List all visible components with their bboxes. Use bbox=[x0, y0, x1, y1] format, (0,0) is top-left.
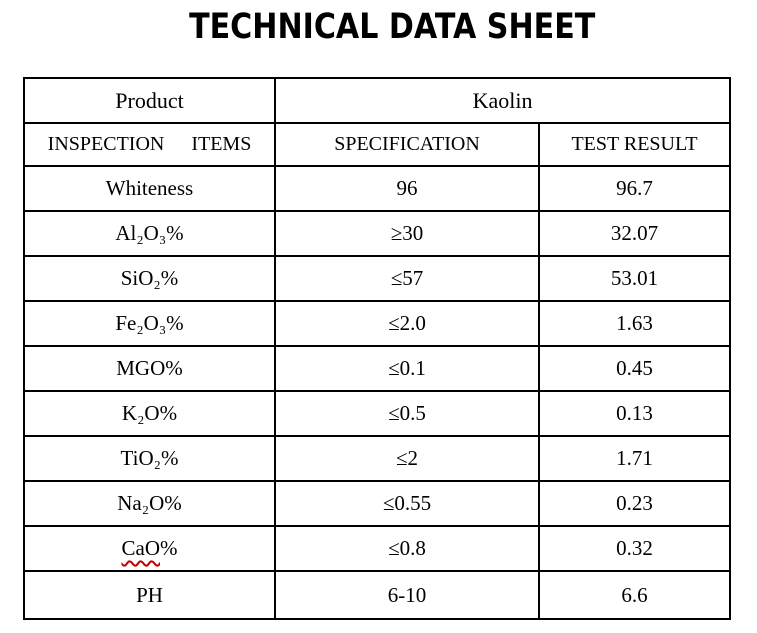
product-value-cell: Kaolin bbox=[273, 77, 732, 124]
item-cell: SiO₂% bbox=[23, 255, 276, 302]
datasheet-table: Product Kaolin INSPECTION ITEMS SPECIFIC… bbox=[23, 77, 732, 620]
table-row-al2o3: Al₂O₃% ≥30 32.07 bbox=[23, 210, 732, 257]
result-cell: 0.32 bbox=[537, 525, 732, 572]
result-cell: 0.23 bbox=[537, 480, 732, 527]
item-cell: CaO% bbox=[23, 525, 276, 572]
table-row-sio2: SiO₂% ≤57 53.01 bbox=[23, 255, 732, 302]
spec-cell: ≤2 bbox=[274, 435, 540, 482]
result-cell: 0.45 bbox=[537, 345, 732, 392]
result-cell: 1.63 bbox=[537, 300, 732, 347]
spec-cell: ≤0.5 bbox=[274, 390, 540, 437]
item-cell: Al₂O₃% bbox=[23, 210, 276, 257]
table-row-whiteness: Whiteness 96 96.7 bbox=[23, 165, 732, 212]
item-cell: PH bbox=[23, 570, 276, 620]
table-row-mgo: MGO% ≤0.1 0.45 bbox=[23, 345, 732, 392]
result-cell: 6.6 bbox=[537, 570, 732, 620]
product-label-cell: Product bbox=[23, 77, 276, 124]
header-row: INSPECTION ITEMS SPECIFICATION TEST RESU… bbox=[23, 122, 732, 167]
table-row-cao: CaO% ≤0.8 0.32 bbox=[23, 525, 732, 572]
test-result-header: TEST RESULT bbox=[537, 122, 732, 167]
item-cell: K₂O% bbox=[23, 390, 276, 437]
spec-cell: 96 bbox=[274, 165, 540, 212]
table-row-k2o: K₂O% ≤0.5 0.13 bbox=[23, 390, 732, 437]
result-cell: 0.13 bbox=[537, 390, 732, 437]
spec-cell: ≤2.0 bbox=[274, 300, 540, 347]
item-cell: MGO% bbox=[23, 345, 276, 392]
spec-cell: ≤0.8 bbox=[274, 525, 540, 572]
table-row-ph: PH 6-10 6.6 bbox=[23, 570, 732, 620]
spec-cell: 6-10 bbox=[274, 570, 540, 620]
item-cell: Na₂O% bbox=[23, 480, 276, 527]
product-row: Product Kaolin bbox=[23, 77, 732, 124]
spec-cell: ≤57 bbox=[274, 255, 540, 302]
item-cell: Whiteness bbox=[23, 165, 276, 212]
table-row-na2o: Na₂O% ≤0.55 0.23 bbox=[23, 480, 732, 527]
result-cell: 53.01 bbox=[537, 255, 732, 302]
specification-header: SPECIFICATION bbox=[274, 122, 540, 167]
item-cell: TiO₂% bbox=[23, 435, 276, 482]
inspection-items-header: INSPECTION ITEMS bbox=[23, 122, 276, 167]
result-cell: 96.7 bbox=[537, 165, 732, 212]
misspelled-text: CaO bbox=[121, 536, 161, 560]
page-title: TECHNICAL DATA SHEET bbox=[189, 7, 596, 47]
result-cell: 1.71 bbox=[537, 435, 732, 482]
spec-cell: ≤0.1 bbox=[274, 345, 540, 392]
title-bar: TECHNICAL DATA SHEET bbox=[0, 0, 757, 47]
spec-cell: ≤0.55 bbox=[274, 480, 540, 527]
table-row-tio2: TiO₂% ≤2 1.71 bbox=[23, 435, 732, 482]
result-cell: 32.07 bbox=[537, 210, 732, 257]
table-row-fe2o3: Fe₂O₃% ≤2.0 1.63 bbox=[23, 300, 732, 347]
item-cell-suffix: % bbox=[160, 536, 178, 560]
item-cell: Fe₂O₃% bbox=[23, 300, 276, 347]
spec-cell: ≥30 bbox=[274, 210, 540, 257]
